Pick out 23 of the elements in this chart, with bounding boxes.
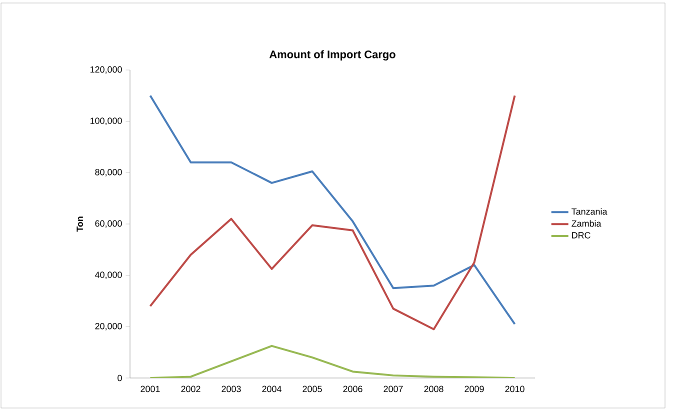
x-tick-label: 2004: [262, 386, 282, 392]
x-tick-label: 2005: [302, 386, 322, 392]
x-tick-label: 2010: [505, 386, 524, 392]
x-tick-label: 2009: [464, 386, 484, 392]
legend-label: DRC: [572, 232, 590, 238]
x-tick-label: 2006: [343, 386, 362, 392]
legend-label: Tanzania: [572, 208, 608, 215]
y-tick-label: 0: [118, 374, 122, 382]
y-tick-label: 40,000: [95, 272, 122, 280]
y-axis-title: Ton: [76, 216, 83, 232]
legend-label: Zambia: [572, 220, 602, 227]
x-tick-label: 2003: [222, 386, 241, 392]
y-tick-label: 60,000: [95, 220, 122, 228]
y-tick-label: 120,000: [90, 66, 122, 74]
line-series: [149, 344, 516, 378]
y-tick-label: 80,000: [95, 168, 122, 176]
x-tick-label: 2007: [384, 386, 403, 392]
x-tick-label: 2001: [140, 386, 160, 392]
x-tick-label: 2002: [181, 386, 200, 392]
chart-title: Amount of Import Cargo: [269, 50, 396, 61]
x-tick-label: 2008: [424, 386, 444, 392]
y-tick-label: 100,000: [90, 118, 122, 126]
y-tick-label: 20,000: [95, 322, 122, 330]
